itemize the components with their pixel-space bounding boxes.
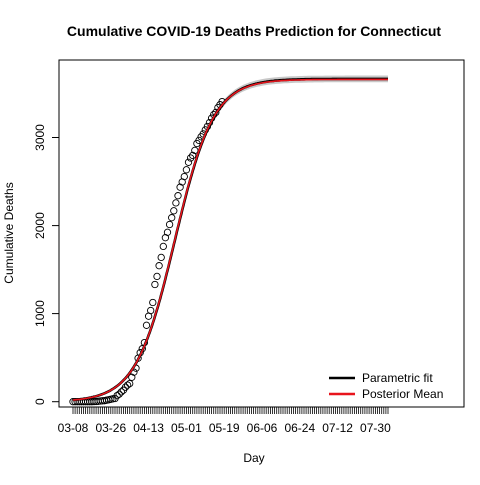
observed-point [170, 207, 178, 215]
x-axis: 03-08 03-26 04-13 05-01 05-19 06-06 06-24 07-12… [58, 406, 391, 435]
observed-point [168, 214, 176, 222]
observed-point [123, 381, 132, 389]
observed-point [121, 383, 130, 391]
observed-point [128, 373, 136, 381]
uncertainty-band-layer [73, 75, 388, 401]
x-tick-label: 06-24 [284, 421, 315, 435]
observed-point [172, 199, 180, 207]
x-tick-label: 06-06 [247, 421, 278, 435]
y-tick-label: 3000 [33, 124, 47, 151]
observed-point [151, 280, 159, 289]
x-tick-label: 03-08 [58, 421, 89, 435]
observed-point [117, 388, 125, 396]
observed-point [157, 253, 165, 262]
posterior-mean-line [72, 78, 388, 401]
x-tick-label: 05-01 [171, 421, 202, 435]
observed-point [126, 379, 134, 388]
chart-title: Cumulative COVID-19 Deaths Prediction fo… [67, 23, 442, 39]
x-tick-label: 05-19 [209, 421, 240, 435]
observed-point [147, 306, 155, 315]
observed-point [153, 272, 161, 281]
y-axis-label: Cumulative Deaths [2, 182, 16, 283]
legend: Parametric fit Posterior Mean [329, 371, 443, 401]
parametric-fit-line [72, 77, 388, 402]
observed-point [163, 228, 172, 236]
legend-entry: Posterior Mean [362, 387, 443, 401]
observed-point [115, 390, 123, 398]
observed-point [182, 166, 191, 174]
observed-point [149, 298, 157, 307]
plot-frame [58, 59, 465, 408]
y-tick-label: 2000 [33, 212, 47, 239]
uncertainty-band [73, 75, 388, 401]
observed-point [184, 158, 193, 166]
legend-entry: Parametric fit [362, 371, 433, 385]
observed-point [174, 192, 182, 200]
observed-point [180, 172, 188, 181]
y-tick-label: 1000 [33, 300, 47, 327]
x-axis-label: Day [243, 451, 264, 465]
x-tick-label: 04-13 [133, 421, 164, 435]
observed-point [176, 183, 184, 191]
fit-lines-layer [72, 77, 388, 402]
observed-point [155, 262, 163, 270]
x-tick-label: 07-30 [360, 421, 391, 435]
y-tick-label: 0 [33, 398, 47, 405]
observed-point [189, 151, 197, 160]
observed-point [159, 242, 167, 251]
observed-point [186, 154, 195, 162]
x-tick-label: 07-12 [322, 421, 353, 435]
observed-point [113, 391, 121, 400]
observed-point [165, 220, 174, 229]
x-tick-label: 03-26 [95, 421, 126, 435]
y-axis: 0 1000 2000 3000 [33, 124, 60, 405]
observed-point [142, 321, 151, 329]
